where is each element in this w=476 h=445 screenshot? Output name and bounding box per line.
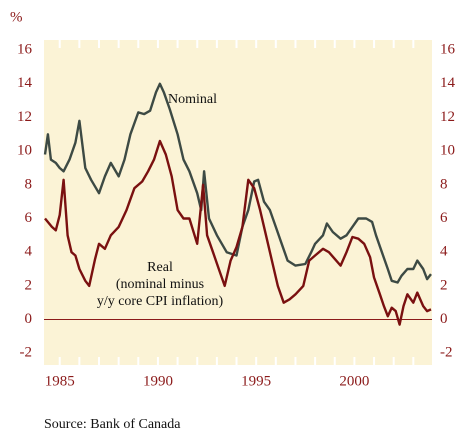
y2-tick-label: 16 xyxy=(440,42,456,58)
source: Source: Bank of Canada xyxy=(44,417,181,432)
y-tick-label: 4 xyxy=(25,244,33,260)
y-tick-label: 8 xyxy=(25,176,33,192)
y2-tick-label: 12 xyxy=(440,109,455,125)
y2-tick-label: 8 xyxy=(440,176,448,192)
line-real xyxy=(44,139,432,326)
y2-tick-label: 6 xyxy=(440,210,448,226)
annotation: y/y core CPI inflation) xyxy=(97,294,224,309)
y-tick-label: 6 xyxy=(25,210,33,226)
y-unit: % xyxy=(10,9,23,25)
y2-tick-label: 2 xyxy=(440,277,448,293)
x-tick-label: 1990 xyxy=(143,373,173,389)
y-tick-label: 2 xyxy=(25,277,33,293)
y-tick-label: 16 xyxy=(17,42,33,58)
annotation: (nominal minus xyxy=(116,277,204,292)
annotation: Nominal xyxy=(168,92,217,107)
y-tick-label: 0 xyxy=(25,311,33,327)
x-tick-label: 1985 xyxy=(45,373,75,389)
y-tick-label: 14 xyxy=(17,75,33,91)
y-tick-label: 10 xyxy=(17,143,32,159)
plot-background xyxy=(44,40,432,365)
y2-tick-label: 0 xyxy=(440,311,448,327)
y-tick-label: 12 xyxy=(17,109,32,125)
x-tick-label: 2000 xyxy=(339,373,369,389)
y2-tick-label: 10 xyxy=(440,143,455,159)
y2-tick-label: 4 xyxy=(440,244,448,260)
annotation: Real xyxy=(147,260,173,275)
x-tick-label: 1995 xyxy=(241,373,271,389)
y2-tick-label: 14 xyxy=(440,75,456,91)
y2-tick-label: -2 xyxy=(440,345,453,361)
y-tick-label: -2 xyxy=(20,345,33,361)
